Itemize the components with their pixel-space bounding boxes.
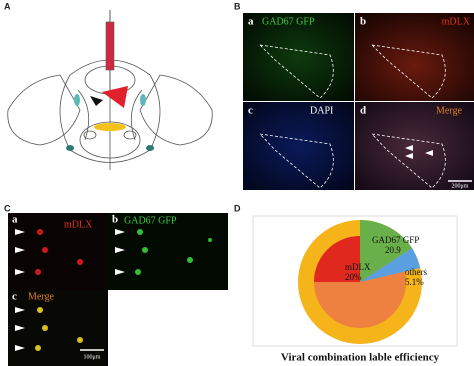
- chart-frame: [252, 215, 458, 347]
- segment-others: [360, 248, 420, 282]
- micrograph: [8, 213, 108, 290]
- syringe: [105, 21, 115, 71]
- cells: [135, 229, 212, 275]
- stain-label: GAD67 GFP: [124, 215, 177, 226]
- segment-label: GAD67 GFP: [372, 235, 419, 245]
- micrograph: [355, 13, 474, 101]
- segment-value: 20%: [345, 272, 362, 282]
- stain-label: mDLX: [64, 219, 93, 230]
- segment-gfp: [360, 219, 412, 282]
- marker: [90, 96, 103, 106]
- panel-label: A: [4, 1, 11, 11]
- arrows: [405, 145, 433, 159]
- region: [74, 94, 80, 106]
- segment-label: others: [405, 267, 427, 277]
- stain-label: GAD67 GFP: [262, 16, 315, 27]
- panel-label: C: [4, 203, 11, 213]
- region: [140, 94, 146, 106]
- scale-label: 100μm: [84, 354, 101, 360]
- chart-title: Viral combination lable efficiency: [281, 352, 440, 364]
- stain-label: Merge: [28, 291, 54, 302]
- region-outline: [258, 44, 446, 189]
- stain-label: mDLX: [442, 16, 471, 27]
- cells: [35, 229, 83, 275]
- subpanel-label: c: [12, 291, 17, 303]
- segment-value: 20.9: [385, 245, 401, 255]
- stain-label: DAPI: [310, 105, 333, 116]
- subpanel-label: a: [12, 214, 18, 226]
- region: [146, 145, 154, 151]
- scale-label: 200μm: [452, 183, 469, 189]
- region: [94, 123, 126, 131]
- micrograph: [243, 102, 354, 190]
- micrograph: [108, 213, 228, 290]
- subpanel-label: a: [248, 16, 254, 28]
- segment-label: mDLX: [345, 262, 371, 272]
- cells: [35, 307, 83, 351]
- micrograph: [243, 13, 354, 101]
- segment-value: 5.1%: [405, 277, 424, 287]
- panel-label: B: [234, 1, 241, 11]
- subpanel-label: b: [112, 214, 118, 226]
- micrograph: [355, 102, 474, 190]
- subpanel-label: c: [248, 105, 253, 117]
- region: [66, 145, 74, 151]
- injection-site: [102, 86, 128, 108]
- segment-mdlx: [314, 236, 360, 282]
- subpanel-label: d: [360, 105, 366, 117]
- subpanel-label: b: [360, 16, 366, 28]
- panel-label: D: [234, 203, 241, 213]
- arrows: [15, 229, 125, 351]
- stain-label: Merge: [436, 105, 462, 116]
